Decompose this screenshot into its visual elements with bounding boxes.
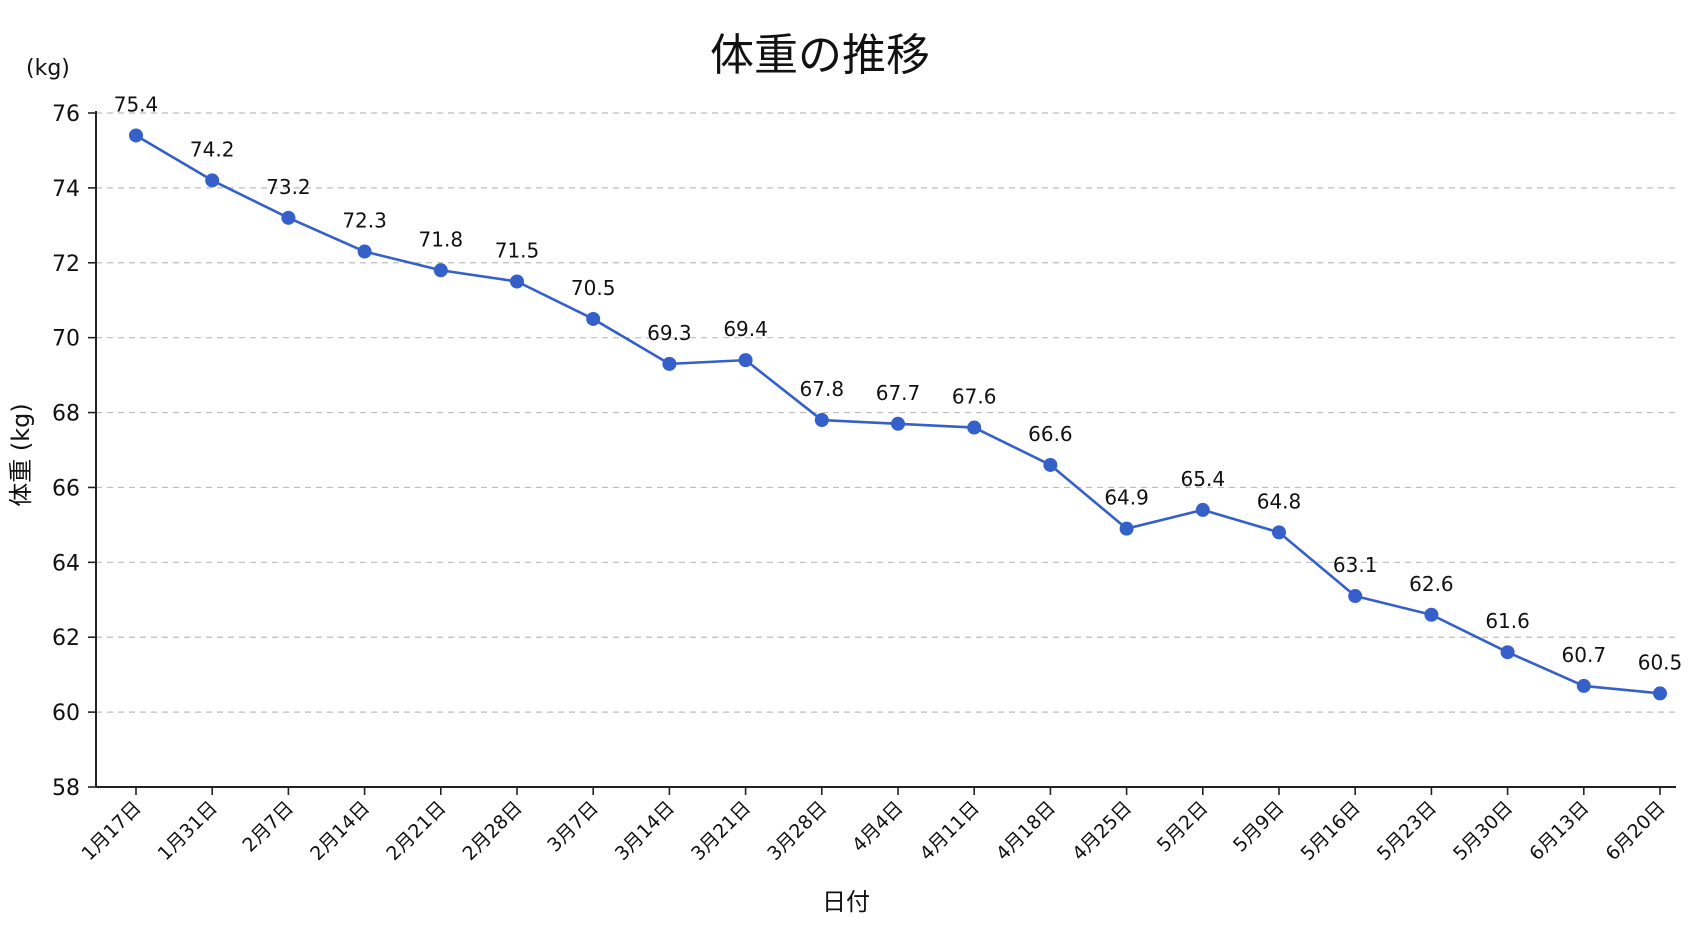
data-label: 71.5	[495, 239, 540, 263]
data-label: 62.6	[1409, 572, 1454, 596]
x-tick-label: 4月4日	[848, 797, 908, 857]
data-label: 70.5	[571, 276, 616, 300]
data-point	[891, 416, 905, 431]
y-ticks: 58 60 62 64 66 68 70 72 74 76	[52, 102, 96, 801]
data-label: 75.4	[114, 92, 159, 116]
data-label: 60.7	[1562, 643, 1607, 667]
data-label: 69.4	[723, 317, 768, 341]
y-tick-label: 62	[52, 626, 80, 651]
x-tick-label: 3月7日	[543, 797, 603, 857]
data-label: 71.8	[419, 227, 464, 251]
x-tick-label: 2月28日	[458, 797, 526, 865]
data-label: 74.2	[190, 137, 235, 161]
data-point	[814, 413, 829, 428]
data-point	[129, 128, 143, 143]
x-tick-label: 5月2日	[1153, 797, 1213, 857]
x-tick-label: 2月14日	[306, 797, 374, 865]
x-axis-title: 日付	[822, 888, 870, 916]
x-tick-label: 4月18日	[992, 797, 1060, 865]
data-point	[1272, 525, 1286, 540]
y-tick-label: 58	[52, 776, 80, 801]
data-label: 64.9	[1104, 486, 1149, 510]
data-label: 61.6	[1485, 609, 1530, 633]
data-label: 64.8	[1257, 489, 1302, 513]
data-label: 72.3	[342, 209, 387, 233]
data-point	[1348, 589, 1363, 604]
data-point	[1500, 645, 1515, 660]
x-tick-label: 6月13日	[1525, 797, 1593, 865]
data-point	[205, 173, 220, 188]
y-tick-label: 64	[52, 551, 80, 576]
x-tick-label: 3月14日	[611, 797, 679, 865]
x-tick-label: 5月23日	[1373, 797, 1441, 865]
data-label: 69.3	[647, 321, 692, 345]
data-point	[1424, 607, 1439, 622]
data-label: 66.6	[1028, 422, 1073, 446]
x-tick-label: 5月30日	[1449, 797, 1517, 865]
y-tick-label: 68	[52, 402, 80, 427]
chart-title: 体重の推移	[710, 30, 930, 81]
y-tick-label: 76	[52, 102, 80, 127]
axes	[95, 111, 1676, 788]
data-label: 67.6	[952, 385, 997, 409]
data-label: 65.4	[1181, 467, 1226, 491]
data-point	[738, 353, 753, 368]
x-tick-label: 1月17日	[77, 797, 145, 865]
y-tick-label: 70	[52, 327, 80, 352]
x-tick-label: 6月20日	[1601, 797, 1669, 865]
data-point	[510, 274, 524, 289]
data-point	[1653, 686, 1667, 701]
data-label: 63.1	[1333, 553, 1378, 577]
x-tick-label: 3月21日	[687, 797, 755, 865]
y-unit-label: (kg)	[26, 56, 70, 81]
data-point	[357, 244, 372, 259]
x-tick-label: 4月11日	[916, 797, 984, 865]
gridlines	[96, 112, 1676, 713]
series-weight	[129, 128, 1667, 701]
data-point	[281, 210, 296, 225]
data-point	[662, 356, 677, 371]
data-label: 67.8	[800, 377, 845, 401]
y-tick-label: 74	[52, 177, 80, 202]
data-point	[586, 311, 601, 326]
data-label: 60.5	[1638, 650, 1683, 674]
data-point	[1195, 502, 1210, 517]
data-point	[1119, 521, 1134, 536]
y-tick-label: 66	[52, 476, 80, 501]
x-tick-label: 5月16日	[1297, 797, 1365, 865]
x-tick-label: 2月21日	[382, 797, 450, 865]
x-tick-label: 2月7日	[238, 797, 298, 857]
y-axis-title: 体重 (kg)	[7, 403, 35, 507]
data-point	[967, 420, 982, 435]
data-label: 67.7	[876, 381, 921, 405]
x-ticks: 1月17日 1月31日 2月7日 2月14日 2月21日 2月28日 3月7日 3月14日 3月…	[77, 787, 1670, 865]
data-point	[1576, 678, 1591, 693]
data-point	[1043, 457, 1058, 472]
y-tick-label: 60	[52, 701, 80, 726]
y-tick-label: 72	[52, 252, 80, 277]
data-labels: 75.4 74.2 73.2 72.3 71.8 71.5 70.5 69.3 69.4 67.8…	[114, 92, 1683, 674]
data-label: 73.2	[266, 175, 311, 199]
data-point	[433, 263, 448, 278]
x-tick-label: 4月25日	[1068, 797, 1136, 865]
x-tick-label: 3月28日	[763, 797, 831, 865]
x-tick-label: 5月9日	[1229, 797, 1289, 857]
x-tick-label: 1月31日	[154, 797, 222, 865]
